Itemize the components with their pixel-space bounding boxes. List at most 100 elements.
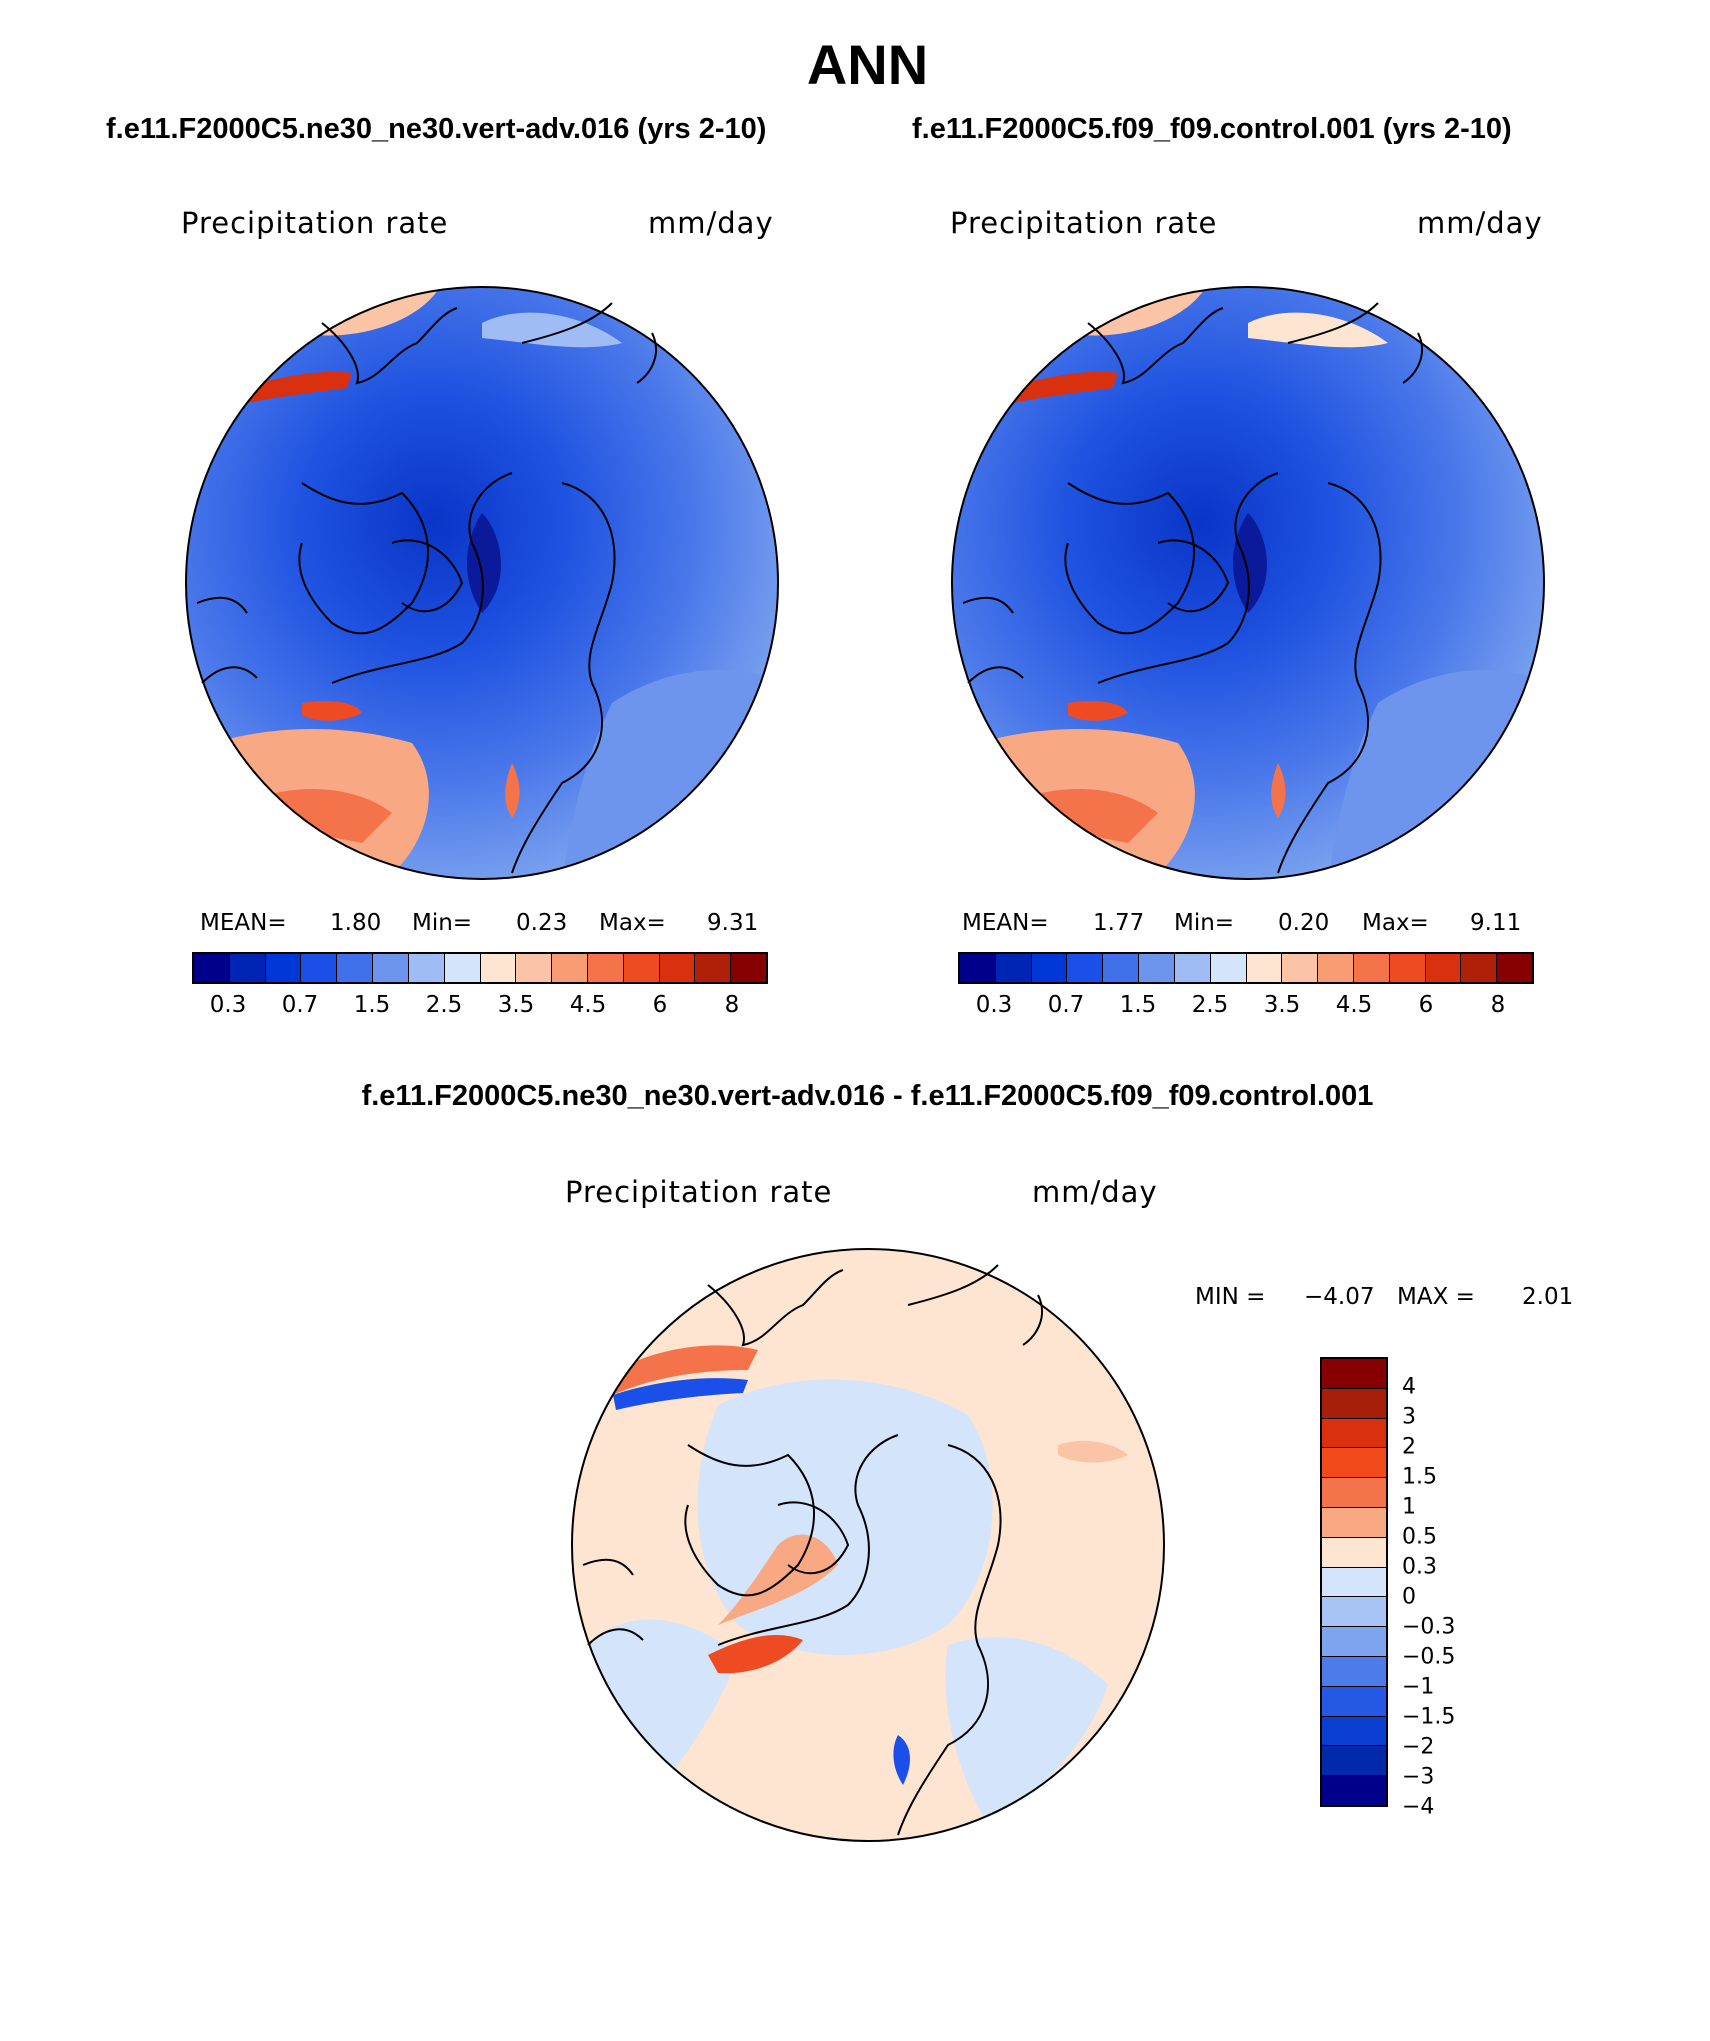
- diff-min-value: −4.07: [1304, 1284, 1375, 1310]
- panel1-max-label: Max=: [599, 910, 666, 936]
- colorbar-swatch: [552, 954, 588, 982]
- colorbar-swatch: [695, 954, 732, 982]
- panel1-mean-value: 1.80: [330, 910, 382, 936]
- colorbar-tick-label: 0.7: [281, 992, 319, 1018]
- panel1-case-title: f.e11.F2000C5.ne30_ne30.vert-adv.016 (yr…: [106, 113, 767, 145]
- colorbar-tick-label: 3.5: [497, 992, 535, 1018]
- colorbar-swatch: [1353, 954, 1390, 982]
- panel2-polar-map: [951, 286, 1545, 880]
- diff-units: mm/day: [1032, 1175, 1158, 1209]
- panel2-max-label: Max=: [1362, 910, 1429, 936]
- panel2-mean-value: 1.77: [1093, 910, 1145, 936]
- diff-max-value: 2.01: [1522, 1284, 1574, 1310]
- colorbar-tick-label: 4: [1402, 1374, 1416, 1400]
- colorbar-tick-label: 2.5: [425, 992, 463, 1018]
- colorbar-tick-label: −3: [1402, 1764, 1435, 1790]
- panel1-variable: Precipitation rate: [181, 206, 449, 240]
- colorbar-swatch: [1497, 954, 1532, 982]
- panel2-units: mm/day: [1417, 206, 1543, 240]
- panel2-max-value: 9.11: [1470, 910, 1522, 936]
- colorbar-swatch: [1389, 954, 1426, 982]
- panel1-units: mm/day: [648, 206, 774, 240]
- colorbar-swatch: [1322, 1448, 1386, 1479]
- colorbar-swatch: [1139, 954, 1175, 982]
- colorbar-swatch: [1282, 954, 1319, 982]
- colorbar-swatch: [516, 954, 553, 982]
- diff-case-title: f.e11.F2000C5.ne30_ne30.vert-adv.016 - f…: [361, 1080, 1374, 1112]
- colorbar-tick-label: 1.5: [353, 992, 391, 1018]
- colorbar-swatch: [1322, 1567, 1386, 1598]
- colorbar-swatch: [1322, 1537, 1386, 1568]
- colorbar-swatch: [1322, 1478, 1386, 1508]
- colorbar-tick-label: 0: [1402, 1584, 1416, 1610]
- colorbar-swatch: [265, 954, 302, 982]
- colorbar-tick-label: 6: [652, 992, 668, 1018]
- colorbar-tick-label: 4.5: [1335, 992, 1373, 1018]
- diff-colorbar-labels: 4 3 2 1.5 1 0.5 0.3 0 −0.3 −0.5 −1 −1.5 −2 −3 −4: [1402, 1357, 1502, 1820]
- colorbar-swatch: [623, 954, 660, 982]
- colorbar-tick-label: −2: [1402, 1734, 1435, 1760]
- colorbar-swatch: [480, 954, 517, 982]
- colorbar-swatch: [960, 954, 996, 982]
- colorbar-swatch: [1322, 1418, 1386, 1449]
- colorbar-swatch: [1318, 954, 1354, 982]
- panel2-case-title: f.e11.F2000C5.f09_f09.control.001 (yrs 2…: [912, 113, 1512, 145]
- colorbar-swatch: [1031, 954, 1068, 982]
- colorbar-swatch: [1425, 954, 1462, 982]
- diff-max-label: MAX =: [1397, 1284, 1475, 1310]
- colorbar-swatch: [373, 954, 409, 982]
- colorbar-tick-label: 2.5: [1191, 992, 1229, 1018]
- colorbar-swatch: [444, 954, 481, 982]
- colorbar-swatch: [1322, 1507, 1386, 1538]
- colorbar-swatch: [659, 954, 696, 982]
- figure-title: ANN: [806, 33, 929, 96]
- colorbar-swatch: [301, 954, 338, 982]
- colorbar-swatch: [1322, 1388, 1386, 1419]
- panel2-min-label: Min=: [1174, 910, 1235, 936]
- colorbar-swatch: [408, 954, 445, 982]
- colorbar-swatch: [194, 954, 230, 982]
- colorbar-swatch: [1322, 1776, 1386, 1805]
- panel2-min-value: 0.20: [1278, 910, 1330, 936]
- colorbar-swatch: [1322, 1716, 1386, 1747]
- colorbar-tick-label: 1.5: [1119, 992, 1157, 1018]
- colorbar-swatch: [1174, 954, 1211, 982]
- colorbar-tick-label: 0.7: [1047, 992, 1085, 1018]
- colorbar-swatch: [995, 954, 1032, 982]
- colorbar-tick-label: 2: [1402, 1434, 1416, 1460]
- diff-colorbar: [1320, 1357, 1388, 1807]
- colorbar-tick-label: −0.3: [1402, 1614, 1456, 1640]
- colorbar-swatch: [1322, 1627, 1386, 1657]
- colorbar-tick-label: 8: [1490, 992, 1506, 1018]
- colorbar-tick-label: 8: [724, 992, 740, 1018]
- colorbar-swatch: [1067, 954, 1104, 982]
- colorbar-tick-label: −4: [1402, 1794, 1435, 1820]
- colorbar-swatch: [229, 954, 266, 982]
- panel1-colorbar-labels: 0.3 0.7 1.5 2.5 3.5 4.5 6 8: [192, 992, 768, 1022]
- panel1-polar-map: [185, 286, 779, 880]
- colorbar-swatch: [1322, 1746, 1386, 1777]
- panel1-colorbar: [192, 952, 768, 984]
- colorbar-swatch: [1103, 954, 1140, 982]
- colorbar-swatch: [731, 954, 766, 982]
- diff-polar-map: [571, 1248, 1165, 1842]
- colorbar-tick-label: 3: [1402, 1404, 1416, 1430]
- panel2-mean-label: MEAN=: [962, 910, 1049, 936]
- panel1-min-label: Min=: [412, 910, 473, 936]
- panel2-colorbar-labels: 0.3 0.7 1.5 2.5 3.5 4.5 6 8: [958, 992, 1534, 1022]
- colorbar-tick-label: −1.5: [1402, 1704, 1456, 1730]
- colorbar-swatch: [1461, 954, 1498, 982]
- colorbar-tick-label: 0.3: [1402, 1554, 1437, 1580]
- colorbar-tick-label: −0.5: [1402, 1644, 1456, 1670]
- diff-min-label: MIN =: [1195, 1284, 1266, 1310]
- colorbar-swatch: [1210, 954, 1247, 982]
- diff-variable: Precipitation rate: [565, 1175, 833, 1209]
- colorbar-tick-label: 1: [1402, 1494, 1416, 1520]
- colorbar-tick-label: 1.5: [1402, 1464, 1437, 1490]
- panel1-mean-label: MEAN=: [200, 910, 287, 936]
- colorbar-swatch: [587, 954, 624, 982]
- colorbar-tick-label: 0.5: [1402, 1524, 1437, 1550]
- colorbar-tick-label: 4.5: [569, 992, 607, 1018]
- colorbar-swatch: [1322, 1359, 1386, 1389]
- colorbar-swatch: [337, 954, 374, 982]
